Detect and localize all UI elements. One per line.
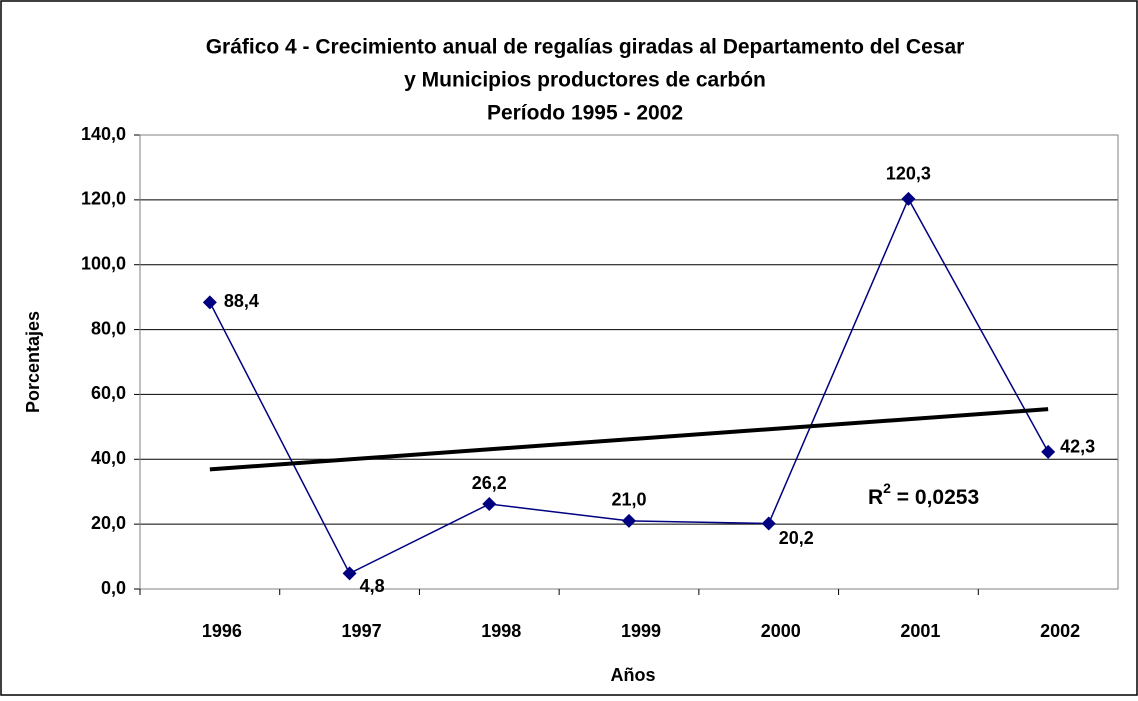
x-tick-label: 2002 [1040, 621, 1080, 641]
data-point [901, 191, 916, 206]
y-tick-label: 40,0 [91, 448, 126, 468]
chart-title: Gráfico 4 - Crecimiento anual de regalía… [206, 36, 965, 59]
data-point [482, 497, 497, 512]
chart-title: Período 1995 - 2002 [487, 102, 683, 125]
data-point [1041, 444, 1056, 459]
x-axis-label: Años [611, 665, 656, 685]
trendline-label-rest: = 0,0253 [891, 486, 979, 509]
data-point [622, 513, 636, 528]
x-tick-label: 2000 [761, 621, 801, 641]
data-label: 21,0 [611, 490, 646, 510]
data-label: 26,2 [472, 473, 507, 493]
trendline-label-exp: 2 [883, 480, 891, 496]
y-tick-label: 0,0 [101, 578, 126, 598]
data-point [202, 295, 217, 310]
y-tick-label: 80,0 [91, 318, 126, 338]
data-label: 42,3 [1060, 437, 1095, 457]
y-tick-label: 120,0 [81, 189, 126, 209]
plot-area [139, 134, 1119, 590]
trendline [209, 407, 1049, 472]
chart-title: y Municipios productores de carbón [404, 69, 766, 92]
data-point [761, 516, 776, 531]
data-point [342, 566, 357, 581]
trendline-label-r: R [868, 486, 883, 509]
x-tick-label: 2001 [900, 621, 940, 641]
y-tick-label: 140,0 [81, 124, 126, 144]
data-label: 120,3 [886, 164, 931, 184]
y-tick-label: 100,0 [81, 253, 126, 273]
y-axis-label: Porcentajes [23, 311, 43, 413]
x-tick-label: 1997 [342, 621, 382, 641]
y-tick-label: 20,0 [91, 513, 126, 533]
y-tick-label: 60,0 [91, 383, 126, 403]
trendline-label: R2 = 0,0253 [868, 480, 979, 509]
data-label: 20,2 [779, 528, 814, 548]
x-tick-label: 1998 [481, 621, 521, 641]
x-tick-label: 1999 [621, 621, 661, 641]
x-tick-label: 1996 [202, 621, 242, 641]
data-label: 4,8 [360, 576, 385, 596]
data-label: 88,4 [224, 291, 259, 311]
